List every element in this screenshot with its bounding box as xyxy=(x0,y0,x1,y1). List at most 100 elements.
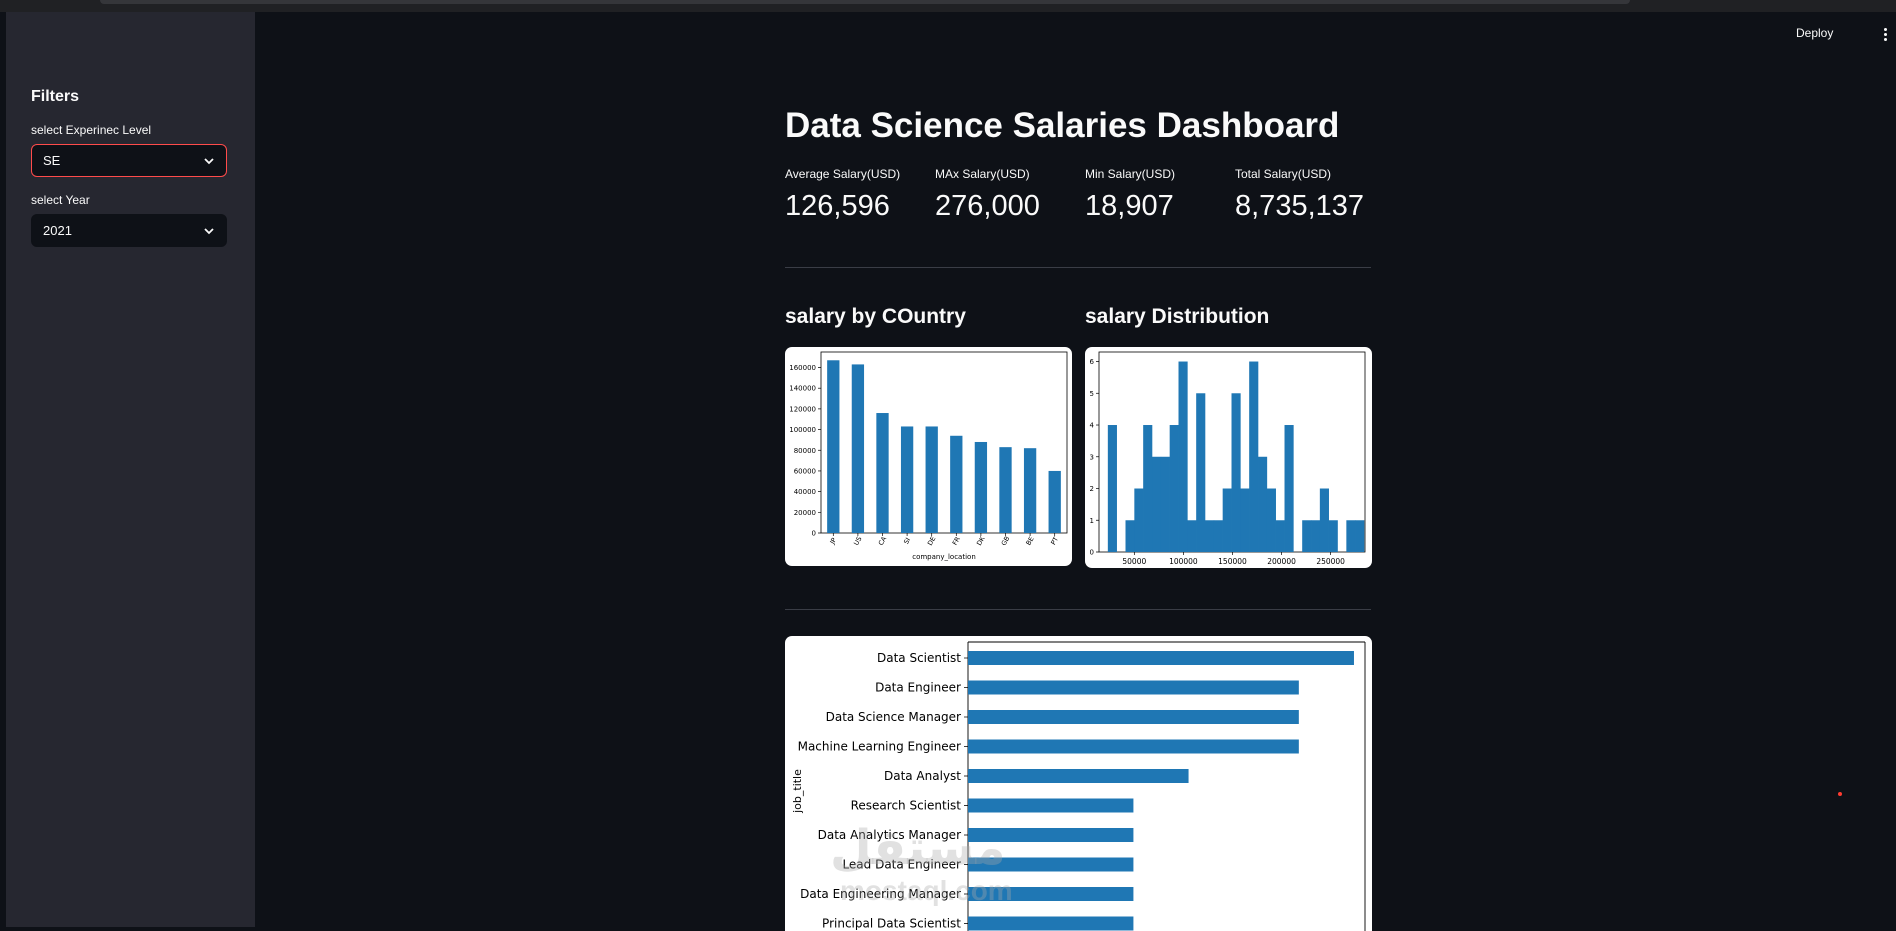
year-label: select Year xyxy=(31,193,90,207)
x-tick-label: DE xyxy=(926,535,937,547)
metric-label: Average Salary(USD) xyxy=(785,167,901,181)
metric-max: MAx Salary(USD) 276,000 xyxy=(935,167,1085,223)
experience-select[interactable]: SE xyxy=(31,144,227,177)
experience-label: select Experinec Level xyxy=(31,123,152,137)
country-chart: 0 20000 40000 60000 80000 100000 120000 140000 1… xyxy=(785,347,1072,566)
chevron-down-icon xyxy=(204,228,214,235)
bar xyxy=(999,447,1012,533)
histogram-bar xyxy=(1196,393,1206,552)
y-tick-label: 3 xyxy=(1090,453,1094,461)
x-tick-label: SI xyxy=(902,536,912,545)
histogram-bar xyxy=(1355,520,1365,552)
x-tick-label: 100000 xyxy=(1169,557,1198,566)
y-tick-label: 140000 xyxy=(789,385,816,393)
bar xyxy=(968,828,1134,842)
histogram-bar xyxy=(1169,425,1179,552)
bar xyxy=(968,769,1189,783)
salary-histogram: 0 1 2 3 4 5 6 50000 100000 150000 200000 250000 xyxy=(1090,351,1366,566)
histogram-bar xyxy=(1205,520,1215,552)
experience-select-value: SE xyxy=(43,153,61,168)
divider xyxy=(785,267,1371,268)
bar xyxy=(968,857,1134,872)
histogram-bar xyxy=(1187,520,1197,552)
histogram-bar xyxy=(1134,488,1144,552)
x-tick-label: 50000 xyxy=(1122,557,1146,566)
browser-url-bar[interactable] xyxy=(100,0,1630,4)
metric-value: 126,596 xyxy=(785,190,890,222)
bar xyxy=(968,710,1299,724)
page-title: Data Science Salaries Dashboard xyxy=(785,106,1340,145)
histogram-bar xyxy=(1125,520,1135,552)
bar xyxy=(968,680,1299,695)
y-tick-label: Data Analyst xyxy=(884,769,961,783)
x-tick-label: JP xyxy=(828,536,838,546)
y-tick-label: 20000 xyxy=(794,509,816,517)
histogram-bar xyxy=(1258,456,1268,552)
x-tick-label: 250000 xyxy=(1316,557,1345,566)
sidebar-title: Filters xyxy=(31,88,80,105)
bar xyxy=(900,426,914,533)
histogram-bar xyxy=(1240,488,1250,552)
sidebar: Filters select Experinec Level SE select… xyxy=(6,12,255,927)
y-tick-label: 60000 xyxy=(794,467,816,475)
x-tick-label: 150000 xyxy=(1218,557,1247,566)
more-menu-icon[interactable] xyxy=(1884,28,1888,43)
x-tick-label: CA xyxy=(877,535,889,547)
histogram-bar xyxy=(1328,520,1338,552)
year-select[interactable]: 2021 xyxy=(31,214,227,247)
metric-value: 276,000 xyxy=(935,190,1040,222)
bar xyxy=(968,651,1354,665)
bar xyxy=(950,435,963,533)
histogram-bar xyxy=(1311,520,1321,552)
metric-value: 8,735,137 xyxy=(1235,190,1365,222)
distribution-chart: 0 1 2 3 4 5 6 50000 100000 150000 200000 250000 xyxy=(1085,347,1372,568)
bar xyxy=(1048,470,1061,533)
x-tick-label: DK xyxy=(975,534,987,547)
histogram-bar xyxy=(1143,425,1153,552)
y-tick-label: 1 xyxy=(1090,517,1094,525)
bar xyxy=(968,887,1134,901)
metric-label: Min Salary(USD) xyxy=(1085,167,1176,181)
y-tick-label: 40000 xyxy=(794,488,816,496)
y-tick-label: Machine Learning Engineer xyxy=(798,740,961,754)
bar xyxy=(851,364,865,533)
metric-label: Total Salary(USD) xyxy=(1235,167,1332,181)
metric-value: 18,907 xyxy=(1085,190,1174,222)
chevron-down-icon xyxy=(204,158,214,165)
x-axis-label: company_location xyxy=(912,553,976,561)
y-tick-label: Data Scientist xyxy=(877,651,961,665)
x-tick-label: GB xyxy=(1000,535,1012,547)
y-tick-label: 160000 xyxy=(789,364,816,372)
recording-dot xyxy=(1838,792,1842,796)
year-select-value: 2021 xyxy=(43,223,72,238)
histogram-bar xyxy=(1213,520,1223,552)
y-tick-label: Data Engineer xyxy=(875,681,961,695)
histogram-bar xyxy=(1231,393,1241,552)
y-tick-label: Principal Data Scientist xyxy=(822,917,961,931)
y-tick-label: Data Analytics Manager xyxy=(818,828,961,842)
bar xyxy=(968,739,1299,754)
x-tick-label: BE xyxy=(1024,535,1035,546)
histogram-bar xyxy=(1266,488,1276,552)
metric-label: MAx Salary(USD) xyxy=(935,167,1030,181)
x-tick-label: PT xyxy=(1049,536,1060,547)
y-tick-label: 2 xyxy=(1090,485,1094,493)
country-bar-chart: 0 20000 40000 60000 80000 100000 120000 140000 1… xyxy=(789,351,1068,561)
x-tick-label: FR xyxy=(951,535,962,547)
y-tick-label: 0 xyxy=(812,530,816,538)
metric-min: Min Salary(USD) 18,907 xyxy=(1085,167,1235,223)
deploy-button[interactable]: Deploy xyxy=(1796,26,1834,40)
x-tick-label: US xyxy=(852,535,863,547)
divider xyxy=(785,609,1371,610)
distribution-chart-title: salary Distribution xyxy=(1085,305,1270,328)
y-tick-label: 5 xyxy=(1090,390,1094,398)
histogram-bar xyxy=(1302,520,1312,552)
y-tick-label: Lead Data Engineer xyxy=(842,858,961,872)
bar xyxy=(1023,448,1037,533)
plot-frame xyxy=(820,351,1068,534)
country-chart-title: salary by COuntry xyxy=(785,305,966,328)
bar xyxy=(968,798,1134,813)
bar xyxy=(925,426,938,533)
y-tick-label: 4 xyxy=(1090,422,1095,430)
y-tick-label: 6 xyxy=(1090,358,1095,366)
